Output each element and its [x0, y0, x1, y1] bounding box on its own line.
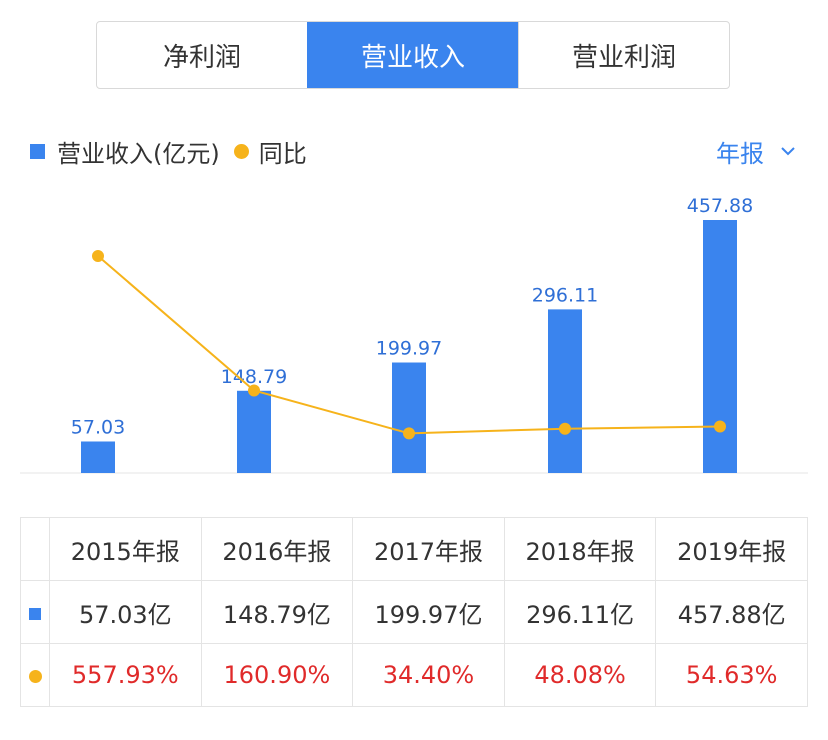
table-header-cell: 2018年报 — [503, 517, 657, 581]
revenue-row-marker — [20, 580, 50, 644]
revenue-bar[interactable] — [703, 220, 737, 473]
line-dot-icon — [28, 670, 42, 683]
yoy-row-marker — [20, 643, 50, 707]
yoy-point[interactable] — [714, 420, 726, 433]
revenue-bar[interactable] — [548, 309, 582, 473]
table-cell: 54.63% — [655, 643, 808, 707]
table-corner-cell — [20, 517, 50, 581]
chevron-down-icon — [781, 147, 795, 156]
revenue-bar[interactable] — [237, 390, 271, 473]
line-legend-swatch — [233, 143, 249, 159]
table-cell: 48.08% — [503, 643, 657, 707]
revenue-bar[interactable] — [392, 362, 426, 473]
table-cell: 457.88亿 — [655, 580, 808, 644]
table-cell: 557.93% — [49, 643, 202, 707]
line-legend-label: 同比 — [258, 139, 307, 168]
table-header-cell: 2017年报 — [352, 517, 505, 581]
data-table: 2015年报 2016年报 2017年报 2018年报 2019年报 57.03… — [20, 517, 808, 707]
bar-legend-label: 营业收入(亿元) — [57, 139, 220, 168]
metric-tabs: 净利润 营业收入 营业利润 — [96, 21, 730, 89]
table-cell: 57.03亿 — [49, 580, 202, 644]
period-selector-label: 年报 — [716, 139, 764, 168]
bar-value-label: 457.88 — [687, 195, 753, 217]
table-cell: 160.90% — [200, 643, 354, 707]
yoy-point[interactable] — [248, 384, 260, 397]
revenue-bar[interactable] — [81, 441, 115, 473]
table-cell: 148.79亿 — [200, 580, 354, 644]
table-header-row: 2015年报 2016年报 2017年报 2018年报 2019年报 — [20, 517, 808, 581]
table-header-cell: 2019年报 — [655, 517, 808, 581]
yoy-point[interactable] — [403, 427, 415, 440]
table-header-cell: 2015年报 — [49, 517, 202, 581]
chart-legend: 营业收入(亿元) 同比 — [30, 133, 307, 169]
tab-operating-profit[interactable]: 营业利润 — [518, 22, 729, 88]
period-selector[interactable]: 年报 — [716, 133, 798, 169]
table-cell: 34.40% — [352, 643, 505, 707]
table-cell: 296.11亿 — [503, 580, 657, 644]
bar-value-label: 57.03 — [71, 416, 125, 438]
bar-value-label: 199.97 — [376, 338, 442, 360]
bar-square-icon — [29, 608, 41, 620]
tab-revenue[interactable]: 营业收入 — [307, 22, 518, 88]
table-cell: 199.97亿 — [352, 580, 505, 644]
table-row-yoy: 557.93% 160.90% 34.40% 48.08% 54.63% — [20, 643, 808, 707]
bar-value-label: 296.11 — [532, 284, 598, 306]
yoy-point[interactable] — [92, 250, 104, 262]
tab-net-profit[interactable]: 净利润 — [162, 42, 241, 73]
bar-value-label: 148.79 — [221, 366, 287, 388]
revenue-chart: 57.03 148.79 199.97 296.11 457.88 — [20, 195, 808, 474]
bar-legend-swatch — [30, 143, 45, 159]
yoy-point[interactable] — [559, 422, 571, 435]
table-header-cell: 2016年报 — [200, 517, 354, 581]
table-row-revenue: 57.03亿 148.79亿 199.97亿 296.11亿 457.88亿 — [20, 580, 808, 644]
